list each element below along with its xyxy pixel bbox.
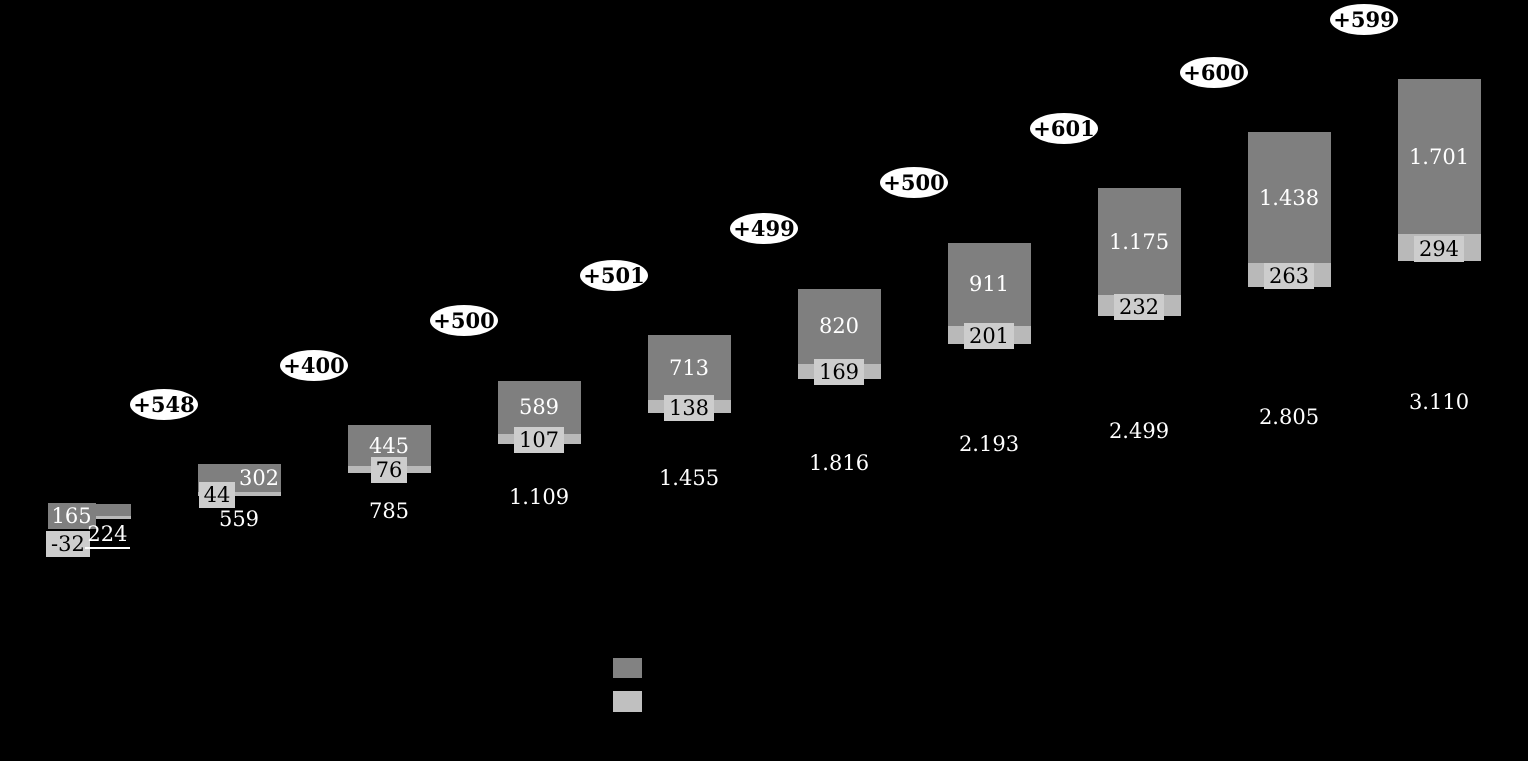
total-value: 1.455 <box>658 465 720 490</box>
upper-segment-value: 165 <box>47 502 96 529</box>
upper-bar-segment <box>1247 132 1331 264</box>
total-label: 2.805 <box>1229 405 1349 429</box>
lower-segment-value: 138 <box>663 394 715 421</box>
total-value: 2.805 <box>1258 404 1320 429</box>
total-value: 1.816 <box>808 451 870 475</box>
upper-segment-label: 820 <box>779 314 899 338</box>
delta-badge: +600 <box>1180 56 1248 88</box>
lower-segment-label: 138 <box>629 394 749 421</box>
upper-bar-segment <box>1097 188 1181 296</box>
upper-segment-value: 589 <box>518 395 560 420</box>
delta-badge: +599 <box>1330 3 1398 35</box>
lower-segment-label: 107 <box>479 427 599 454</box>
lower-segment-label: 263 <box>1229 263 1349 290</box>
lower-segment-value: 169 <box>813 359 865 386</box>
total-label: 224 <box>10 522 130 549</box>
lower-segment-value: 232 <box>1113 293 1165 320</box>
delta-badge: +501 <box>580 259 648 291</box>
upper-segment-label: 302 <box>199 466 319 490</box>
total-label: 1.109 <box>479 485 599 509</box>
lower-segment-label: 232 <box>1079 293 1199 320</box>
legend-swatch-light <box>613 691 642 712</box>
upper-segment-label: 1.175 <box>1079 230 1199 254</box>
total-value: 224 <box>85 522 130 549</box>
upper-segment-value: 820 <box>818 314 860 339</box>
total-value: 785 <box>368 498 410 523</box>
upper-segment-label: 165 <box>47 502 168 529</box>
upper-bar-segment <box>647 335 731 401</box>
upper-segment-label: 911 <box>929 272 1049 296</box>
lower-segment-label: 294 <box>1379 235 1499 262</box>
upper-segment-label: 589 <box>479 395 599 419</box>
upper-bar-segment <box>947 242 1031 326</box>
total-value: 559 <box>218 507 260 531</box>
lower-segment-value: 201 <box>963 323 1015 350</box>
total-value: 2.499 <box>1108 419 1170 443</box>
total-label: 559 <box>179 507 299 531</box>
upper-segment-label: 1.701 <box>1379 145 1499 169</box>
upper-segment-label: 445 <box>329 434 449 458</box>
lower-segment-label: 201 <box>929 323 1049 350</box>
lower-segment-label: 76 <box>329 457 449 484</box>
lower-segment-label: 169 <box>779 359 899 386</box>
lower-segment-label: -32 <box>46 531 166 557</box>
total-label: 3.110 <box>1379 390 1499 414</box>
upper-segment-value: 1.175 <box>1108 229 1170 254</box>
delta-badge: +400 <box>280 349 348 381</box>
delta-badge: +500 <box>880 167 948 199</box>
total-label: 785 <box>329 499 449 523</box>
total-value: 2.193 <box>958 432 1020 456</box>
delta-badge: +548 <box>130 388 198 420</box>
upper-segment-label: 713 <box>629 356 749 380</box>
total-value: 1.109 <box>508 485 570 509</box>
lower-bar-segment <box>197 491 281 496</box>
legend-swatch-dark <box>613 658 642 678</box>
lower-segment-value: 294 <box>1413 235 1465 262</box>
delta-badge: +601 <box>1030 112 1098 144</box>
upper-segment-value: 1.701 <box>1408 144 1470 169</box>
lower-segment-value: -32 <box>46 531 90 557</box>
upper-segment-label: 1.438 <box>1229 186 1349 210</box>
upper-segment-value: 302 <box>238 466 280 491</box>
total-value: 3.110 <box>1408 390 1470 414</box>
total-label: 1.455 <box>629 466 749 490</box>
lower-segment-value: 76 <box>370 457 408 484</box>
upper-bar-segment <box>797 288 881 364</box>
delta-badge: +499 <box>730 213 798 245</box>
upper-segment-value: 445 <box>368 433 410 458</box>
lower-segment-label: 44 <box>157 481 277 508</box>
upper-bar-segment <box>497 380 581 435</box>
total-label: 1.816 <box>779 451 899 475</box>
total-label: 2.499 <box>1079 419 1199 443</box>
total-label: 2.193 <box>929 432 1049 456</box>
upper-segment-value: 713 <box>668 355 710 380</box>
delta-badge: +500 <box>430 305 498 337</box>
lower-segment-value: 107 <box>513 427 565 454</box>
upper-segment-value: 911 <box>968 272 1010 297</box>
upper-bar-segment <box>1397 79 1481 235</box>
upper-segment-value: 1.438 <box>1258 185 1320 210</box>
lower-segment-value: 263 <box>1263 263 1315 290</box>
lower-segment-value: 44 <box>198 481 236 508</box>
